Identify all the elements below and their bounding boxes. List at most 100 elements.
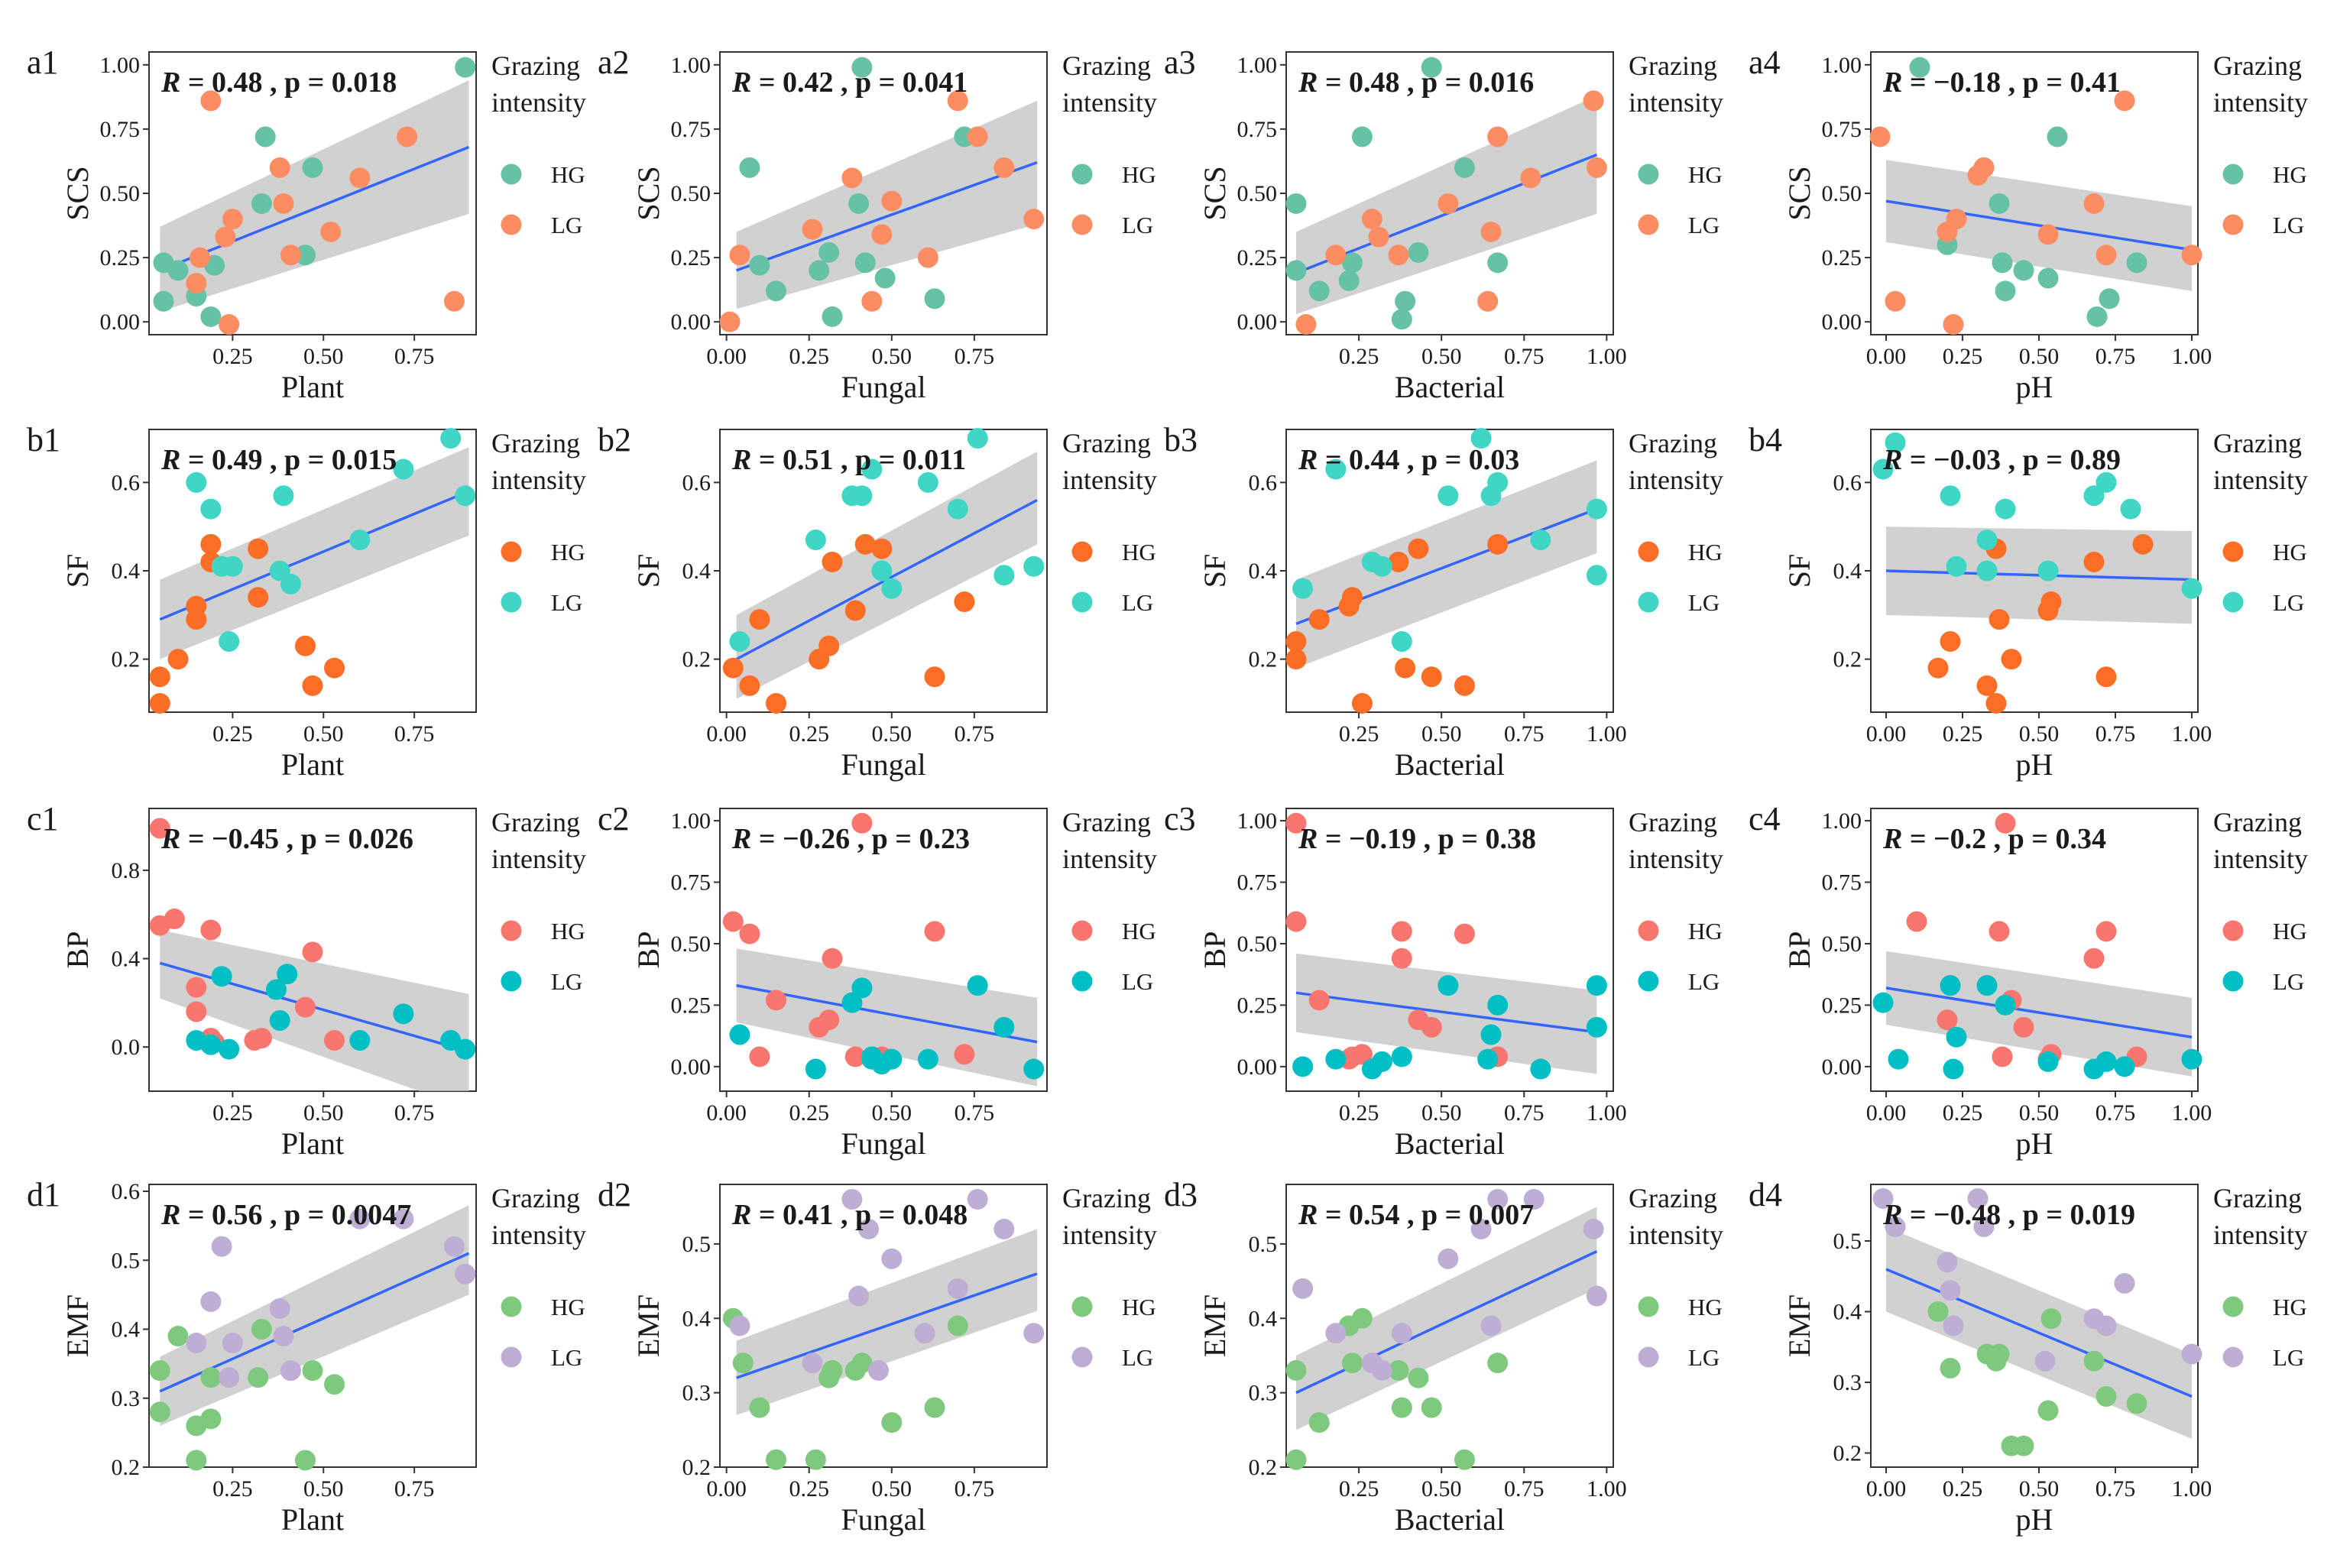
point-d2-LG-16 <box>858 1218 880 1239</box>
legend-swatch-LG <box>1638 970 1659 992</box>
legend-swatch-LG <box>1638 591 1659 613</box>
point-a1-HG-8 <box>254 126 276 147</box>
y-axis-title-c4: BP <box>1782 931 1817 969</box>
point-d4-LG-13 <box>1885 1216 1906 1237</box>
x-tick-label: 0.25 <box>789 721 829 747</box>
point-c2-LG-15 <box>851 977 873 999</box>
panel-label-b2: b2 <box>598 421 631 458</box>
point-a1-LG-14 <box>186 273 207 294</box>
x-tick-label: 0.00 <box>1866 1476 1907 1502</box>
legend-label-HG: HG <box>551 539 585 565</box>
point-c1-HG-11 <box>302 941 323 963</box>
point-b4-LG-22 <box>2120 498 2141 520</box>
point-c1-HG-9 <box>251 1028 272 1049</box>
panel-d2: 0.00 0.25 0.50 0.75 0.2 0.3 0.4 0.5 Fungal EMF d2 R… <box>598 1176 1157 1537</box>
y-tick-label: 1.00 <box>1822 808 1862 834</box>
point-d4-HG-8 <box>2040 1308 2062 1330</box>
panel-label-c1: c1 <box>27 800 59 837</box>
point-d1-LG-21 <box>393 1208 414 1229</box>
y-tick-label: 1.00 <box>1237 53 1278 78</box>
legend-label-LG: LG <box>2273 968 2304 995</box>
point-a4-LG-22 <box>2114 90 2135 112</box>
y-axis-title-d4: EMF <box>1782 1294 1817 1357</box>
point-b2-LG-16 <box>861 458 883 480</box>
legend-swatch-LG <box>501 1346 522 1368</box>
point-b1-LG-15 <box>219 631 240 652</box>
y-tick-label: 0.2 <box>682 647 711 672</box>
y-tick-label: 0.50 <box>1237 181 1278 206</box>
y-tick-label: 0.0 <box>112 1035 141 1060</box>
x-tick-label: 0.75 <box>1504 1100 1544 1126</box>
legend-title: Grazing <box>2213 807 2302 837</box>
point-d4-HG-0 <box>1927 1301 1949 1322</box>
x-tick-label: 0.25 <box>789 1476 829 1502</box>
legend-title: intensity <box>2213 1220 2308 1250</box>
x-tick-label: 0.25 <box>212 344 253 369</box>
point-c1-HG-10 <box>294 996 316 1018</box>
point-d1-HG-9 <box>294 1450 316 1471</box>
x-tick-label: 0.50 <box>1421 1476 1462 1502</box>
confidence-band-b1 <box>160 447 469 659</box>
point-a4-LG-20 <box>2083 193 2105 214</box>
point-b1-HG-1 <box>149 666 170 688</box>
point-d3-HG-0 <box>1285 1359 1307 1381</box>
point-c2-LG-22 <box>1023 1058 1045 1080</box>
point-b2-LG-19 <box>917 471 938 493</box>
x-tick-label: 0.50 <box>303 1476 344 1502</box>
point-d3-HG-6 <box>1388 1359 1409 1381</box>
legend-swatch-LG <box>2222 591 2244 613</box>
panel-b4: 0.00 0.25 0.50 0.75 1.00 0.2 0.4 0.6 pH SF b4 R = −… <box>1749 421 2308 782</box>
stat-annotation-c4: R = −0.2 , p = 0.34 <box>1882 823 2106 855</box>
point-a3-HG-5 <box>1351 126 1373 147</box>
point-d1-LG-23 <box>455 1263 476 1285</box>
legend-swatch-HG <box>2222 1296 2244 1317</box>
point-b1-HG-10 <box>302 675 323 696</box>
legend-title: Grazing <box>1062 428 1151 458</box>
legend-label-HG: HG <box>2273 539 2307 565</box>
x-tick-label: 0.75 <box>955 1100 995 1126</box>
y-tick-label: 0.00 <box>1822 309 1862 335</box>
legend-swatch-HG <box>1071 920 1093 941</box>
x-tick-label: 0.75 <box>394 344 435 369</box>
legend-title: Grazing <box>1629 1183 1717 1213</box>
point-d2-LG-22 <box>993 1218 1015 1239</box>
point-d1-HG-10 <box>302 1360 323 1382</box>
y-tick-label: 0.50 <box>671 181 711 206</box>
x-tick-label: 0.50 <box>1421 721 1462 747</box>
x-tick-label: 1.00 <box>1587 1476 1627 1502</box>
x-tick-label: 0.75 <box>1504 344 1544 369</box>
point-a4-HG-11 <box>2126 252 2147 274</box>
stat-annotation-c1: R = −0.45 , p = 0.026 <box>160 823 413 855</box>
point-a2-HG-6 <box>848 193 870 214</box>
point-a1-LG-22 <box>349 167 371 189</box>
point-a3-LG-22 <box>1583 90 1604 112</box>
legend-swatch-HG <box>2222 541 2244 562</box>
panel-a3: 0.25 0.50 0.75 1.00 0.00 0.25 0.50 0.75 1.00 Bact… <box>1164 44 1723 404</box>
point-b2-LG-21 <box>967 428 988 449</box>
point-b4-LG-20 <box>2083 485 2105 507</box>
point-d2-LG-14 <box>841 1188 863 1210</box>
y-tick-label: 1.00 <box>1237 808 1278 834</box>
x-axis-title-a1: Plant <box>281 370 344 404</box>
point-d4-HG-9 <box>2083 1350 2105 1372</box>
x-tick-label: 0.75 <box>955 721 995 747</box>
point-a4-HG-3 <box>1989 193 2010 214</box>
point-d4-LG-22 <box>2114 1273 2135 1294</box>
legend-title: intensity <box>1629 1220 1723 1250</box>
point-b1-LG-23 <box>455 485 476 507</box>
point-a2-HG-5 <box>822 306 843 327</box>
legend-label-LG: LG <box>1688 1344 1720 1371</box>
x-tick-label: 0.25 <box>1943 1476 1983 1502</box>
x-tick-label: 0.50 <box>2019 721 2060 747</box>
x-tick-label: 0.50 <box>303 1100 344 1126</box>
legend-label-HG: HG <box>2273 161 2307 188</box>
point-d3-HG-9 <box>1421 1397 1442 1418</box>
point-b3-HG-4 <box>1341 587 1363 608</box>
point-a2-HG-1 <box>749 254 770 276</box>
panel-label-a2: a2 <box>598 44 630 81</box>
y-axis-title-d2: EMF <box>631 1294 666 1357</box>
y-tick-label: 0.4 <box>682 559 711 584</box>
point-a1-LG-17 <box>219 314 240 335</box>
panel-a2: 0.00 0.25 0.50 0.75 0.00 0.25 0.50 0.75 1.00 Fung… <box>598 44 1157 404</box>
legend-label-HG: HG <box>1122 1294 1156 1320</box>
